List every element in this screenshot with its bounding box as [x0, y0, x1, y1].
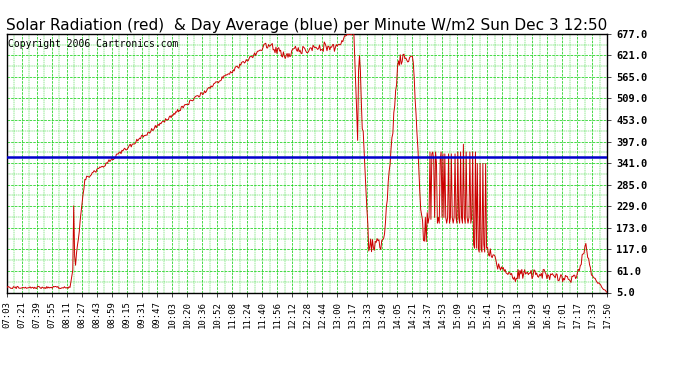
Title: Solar Radiation (red)  & Day Average (blue) per Minute W/m2 Sun Dec 3 12:50: Solar Radiation (red) & Day Average (blu… [6, 18, 608, 33]
Text: Copyright 2006 Cartronics.com: Copyright 2006 Cartronics.com [8, 39, 179, 49]
